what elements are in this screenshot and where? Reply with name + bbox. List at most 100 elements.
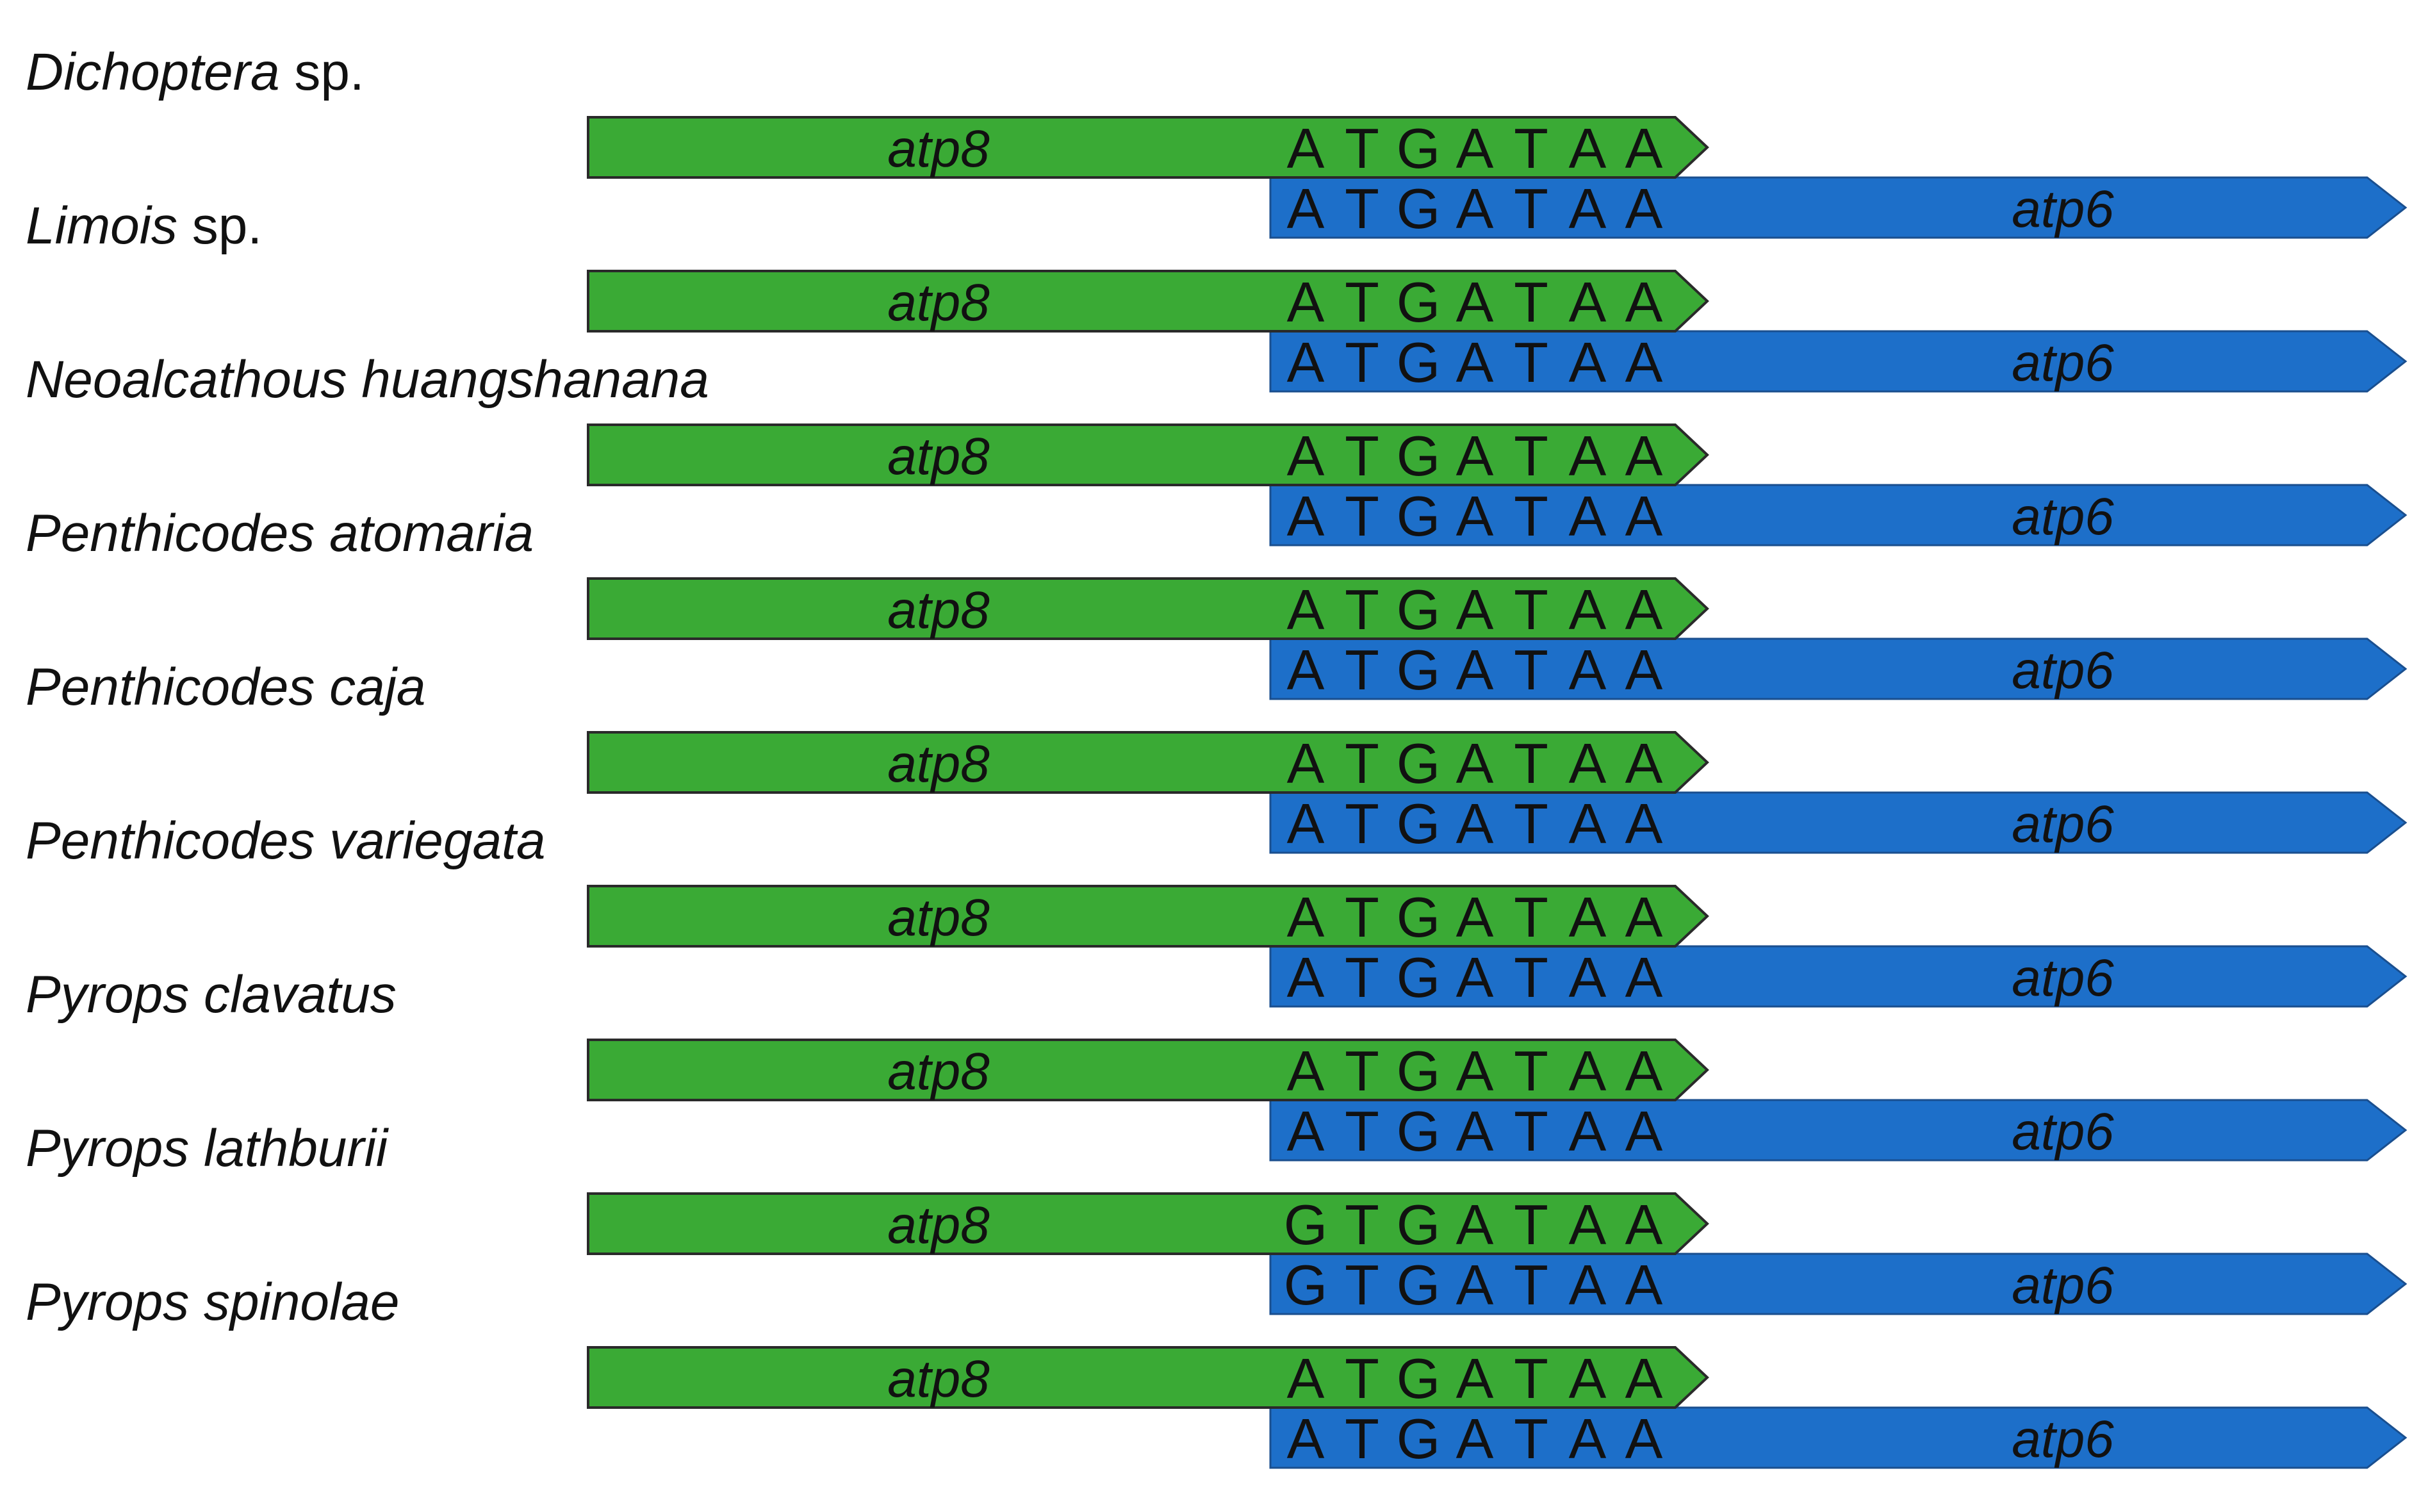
atp6-codon-letter: A [1569,792,1607,855]
atp6-codon-letter: A [1287,1099,1325,1163]
atp6-codon-letter: T [1345,484,1379,548]
atp6-codon-letter: A [1569,484,1607,548]
atp8-codon-letter: A [1625,117,1663,180]
atp8-label: atp8 [887,1042,990,1101]
atp8-codon-letter: G [1397,270,1440,334]
atp8-codon-letter: G [1397,1193,1440,1256]
atp6-codon-letter: A [1456,1253,1494,1317]
species-name: Penthicodes variegata [26,812,546,870]
atp6-codon-letter: A [1625,177,1663,240]
atp8-gene-arrow [587,1039,1709,1101]
atp6-gene-arrow [1269,637,2407,700]
atp8-codon-letter: A [1625,578,1663,641]
atp6-label: atp6 [2012,488,2114,546]
atp6-codon-letter: T [1514,946,1548,1009]
atp8-gene-arrow [587,423,1709,486]
atp6-codon-letter: A [1625,484,1663,548]
species-label: Neoalcathous huangshanana [26,354,709,406]
atp8-label: atp8 [887,274,990,332]
atp8-codon-letter: A [1569,732,1607,795]
atp8-gene-arrow [587,116,1709,179]
atp8-codon-letter: G [1397,424,1440,488]
atp6-codon-letter: A [1569,1253,1607,1317]
species-name: Penthicodes caja [26,658,426,716]
atp8-codon-letter: A [1569,270,1607,334]
atp6-codon-letter: A [1456,638,1494,702]
atp6-codon-letter: T [1345,1407,1379,1470]
atp8-codon-letter: A [1456,732,1494,795]
atp6-codon-letter: A [1456,177,1494,240]
atp8-codon-letter: T [1514,732,1548,795]
atp6-codon-letter: T [1514,484,1548,548]
atp8-codon-letter: T [1514,1039,1548,1103]
atp8-codon-letter: A [1569,578,1607,641]
atp8-codon-letter: A [1287,578,1325,641]
atp8-label: atp8 [887,120,990,178]
atp6-codon-letter: T [1345,1253,1379,1317]
atp8-gene-arrow [587,577,1709,640]
atp6-gene-arrow [1269,1406,2407,1469]
atp6-codon-letter: T [1345,177,1379,240]
atp8-codon-letter: A [1287,117,1325,180]
species-label: Limois sp. [26,200,262,252]
atp6-label: atp6 [2012,949,2114,1007]
species-name: Neoalcathous huangshanana [26,350,709,409]
atp8-codon-letter: G [1397,117,1440,180]
atp6-codon-letter: G [1284,1253,1327,1317]
species-name: Limois [26,197,177,255]
atp8-codon-letter: T [1345,885,1379,949]
atp6-codon-letter: A [1456,484,1494,548]
atp6-codon-letter: A [1625,792,1663,855]
atp8-codon-letter: A [1456,270,1494,334]
atp8-codon-letter: G [1397,578,1440,641]
atp6-codon-letter: T [1345,946,1379,1009]
species-label: Dichoptera sp. [26,46,365,99]
atp6-codon-letter: A [1625,946,1663,1009]
atp6-codon-letter: A [1287,792,1325,855]
atp8-codon-letter: A [1287,732,1325,795]
atp8-codon-letter: A [1625,1039,1663,1103]
atp6-label: atp6 [2012,334,2114,392]
atp8-codon-letter: A [1625,1347,1663,1410]
atp6-codon-letter: A [1625,638,1663,702]
atp8-codon-letter: A [1625,424,1663,488]
atp8-gene-arrow [587,731,1709,794]
atp6-codon-letter: A [1456,331,1494,394]
atp8-label: atp8 [887,427,990,486]
atp6-codon-letter: T [1345,1099,1379,1163]
atp8-codon-letter: A [1625,732,1663,795]
atp6-gene-arrow [1269,1099,2407,1162]
atp8-codon-letter: A [1456,1039,1494,1103]
atp8-codon-letter: A [1456,424,1494,488]
species-name: Pyrops clavatus [26,966,397,1024]
atp8-codon-letter: T [1345,1039,1379,1103]
atp8-codon-letter: A [1625,270,1663,334]
atp6-codon-letter: G [1397,792,1440,855]
atp6-label: atp6 [2012,1103,2114,1161]
atp8-codon-letter: A [1456,1193,1494,1256]
atp6-codon-letter: T [1345,638,1379,702]
atp8-codon-letter: A [1287,1039,1325,1103]
atp8-gene-arrow [587,1192,1709,1255]
atp8-codon-letter: A [1569,1347,1607,1410]
atp6-codon-letter: G [1397,1407,1440,1470]
atp8-gene-arrow [587,1346,1709,1409]
atp8-codon-letter: A [1569,885,1607,949]
atp6-codon-letter: A [1287,638,1325,702]
atp8-codon-letter: T [1345,117,1379,180]
atp8-codon-letter: T [1345,424,1379,488]
atp8-codon-letter: A [1569,117,1607,180]
atp6-codon-letter: A [1456,1099,1494,1163]
atp6-codon-letter: T [1514,1099,1548,1163]
species-suffix: sp. [177,197,263,255]
atp8-codon-letter: T [1514,424,1548,488]
atp8-codon-letter: A [1569,424,1607,488]
atp6-codon-letter: A [1287,331,1325,394]
species-name: Pyrops spinolae [26,1273,400,1331]
atp6-codon-letter: T [1345,331,1379,394]
atp8-codon-letter: G [1397,1039,1440,1103]
atp6-codon-letter: A [1287,177,1325,240]
atp6-codon-letter: A [1287,1407,1325,1470]
atp8-codon-letter: A [1287,1347,1325,1410]
